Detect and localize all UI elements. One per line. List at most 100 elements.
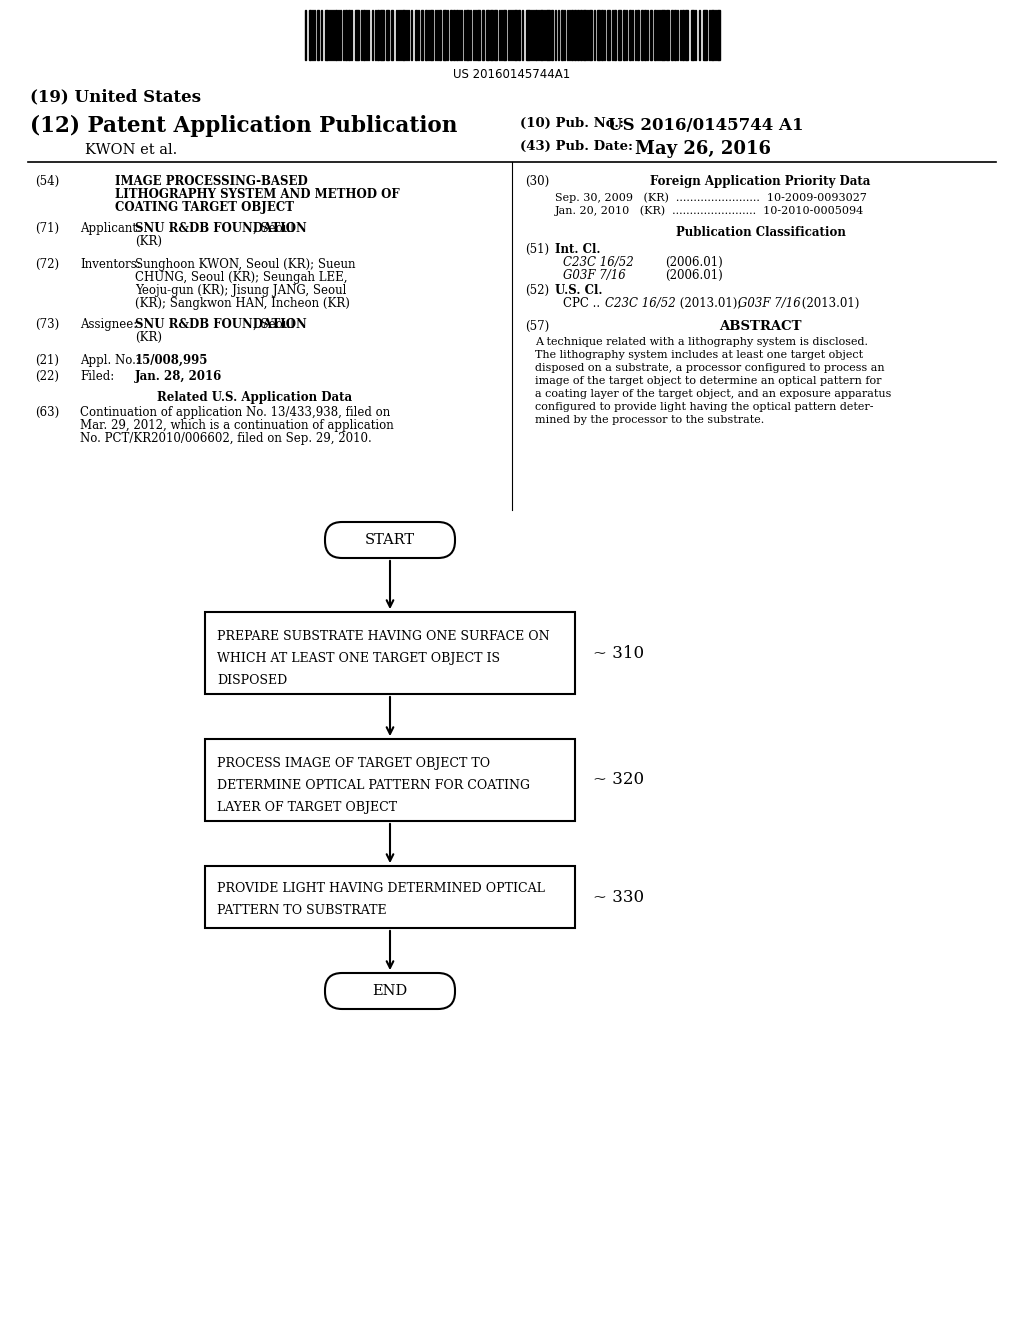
Text: (10) Pub. No.:: (10) Pub. No.:	[520, 117, 624, 129]
FancyBboxPatch shape	[325, 521, 455, 558]
Bar	[580, 11, 582, 59]
Text: Filed:: Filed:	[80, 370, 115, 383]
Text: (2006.01): (2006.01)	[665, 269, 723, 282]
Text: ~ 310: ~ 310	[593, 644, 644, 661]
Bar	[453, 11, 455, 59]
Text: Publication Classification: Publication Classification	[676, 226, 846, 239]
Bar	[577, 11, 579, 59]
Text: Jan. 20, 2010   (KR)  ........................  10-2010-0005094: Jan. 20, 2010 (KR) .....................…	[555, 205, 864, 215]
Bar	[685, 11, 688, 59]
Text: END: END	[373, 983, 408, 998]
Text: US 20160145744A1: US 20160145744A1	[454, 69, 570, 81]
Text: (63): (63)	[35, 407, 59, 418]
Bar	[691, 11, 694, 59]
Bar	[618, 11, 621, 59]
Text: ABSTRACT: ABSTRACT	[719, 319, 802, 333]
Bar	[205, 612, 575, 694]
Text: A technique related with a lithography system is disclosed.: A technique related with a lithography s…	[535, 337, 868, 347]
Text: COATING TARGET OBJECT: COATING TARGET OBJECT	[115, 201, 294, 214]
Bar	[386, 11, 389, 59]
Text: PREPARE SUBSTRATE HAVING ONE SURFACE ON: PREPARE SUBSTRATE HAVING ONE SURFACE ON	[217, 630, 550, 643]
Bar	[466, 11, 469, 59]
Bar	[490, 11, 493, 59]
Text: (51): (51)	[525, 243, 549, 256]
Bar	[637, 11, 639, 59]
Text: ~ 320: ~ 320	[593, 771, 644, 788]
Bar	[443, 11, 446, 59]
Bar	[644, 11, 646, 59]
Bar	[674, 11, 676, 59]
Bar	[535, 11, 537, 59]
Bar	[425, 11, 427, 59]
Bar	[205, 739, 575, 821]
Bar	[477, 11, 480, 59]
Bar	[380, 11, 384, 59]
Text: (2006.01): (2006.01)	[665, 256, 723, 269]
Text: DISPOSED: DISPOSED	[217, 675, 288, 686]
Text: configured to provide light having the optical pattern deter-: configured to provide light having the o…	[535, 403, 873, 412]
Text: SNU R&DB FOUNDATION: SNU R&DB FOUNDATION	[135, 318, 307, 331]
Text: Jan. 28, 2016: Jan. 28, 2016	[135, 370, 222, 383]
Bar	[514, 11, 517, 59]
Text: Related U.S. Application Data: Related U.S. Application Data	[158, 391, 352, 404]
Text: Sep. 30, 2009   (KR)  ........................  10-2009-0093027: Sep. 30, 2009 (KR) .....................…	[555, 191, 867, 202]
Bar	[421, 11, 423, 59]
Text: (21): (21)	[35, 354, 59, 367]
Bar	[355, 11, 359, 59]
Text: , Seoul: , Seoul	[253, 222, 294, 235]
Text: (KR): (KR)	[135, 331, 162, 345]
Bar	[309, 11, 311, 59]
Text: (22): (22)	[35, 370, 59, 383]
Text: Sunghoon KWON, Seoul (KR); Sueun: Sunghoon KWON, Seoul (KR); Sueun	[135, 257, 355, 271]
Text: Int. Cl.: Int. Cl.	[555, 243, 600, 256]
Bar	[561, 11, 563, 59]
Bar	[589, 11, 592, 59]
Text: G03F 7/16: G03F 7/16	[563, 269, 626, 282]
Bar	[362, 11, 365, 59]
Bar	[703, 11, 707, 59]
Bar	[391, 11, 393, 59]
Bar	[205, 866, 575, 928]
Text: DETERMINE OPTICAL PATTERN FOR COATING: DETERMINE OPTICAL PATTERN FOR COATING	[217, 779, 530, 792]
Bar	[607, 11, 610, 59]
Bar	[450, 11, 452, 59]
Text: Applicant:: Applicant:	[80, 222, 141, 235]
Bar	[597, 11, 600, 59]
Text: The lithography system includes at least one target object: The lithography system includes at least…	[535, 350, 863, 360]
Bar	[325, 11, 328, 59]
Text: (54): (54)	[35, 176, 59, 187]
Bar	[662, 11, 665, 59]
Text: , Seoul: , Seoul	[253, 318, 294, 331]
Text: ~ 330: ~ 330	[593, 888, 644, 906]
Text: IMAGE PROCESSING-BASED: IMAGE PROCESSING-BASED	[115, 176, 308, 187]
Bar	[614, 11, 616, 59]
Text: Continuation of application No. 13/433,938, filed on: Continuation of application No. 13/433,9…	[80, 407, 390, 418]
Bar	[623, 11, 625, 59]
Text: No. PCT/KR2010/006602, filed on Sep. 29, 2010.: No. PCT/KR2010/006602, filed on Sep. 29,…	[80, 432, 372, 445]
Bar	[518, 11, 520, 59]
Bar	[571, 11, 573, 59]
Text: SNU R&DB FOUNDATION: SNU R&DB FOUNDATION	[135, 222, 307, 235]
Bar	[456, 11, 458, 59]
Text: Foreign Application Priority Data: Foreign Application Priority Data	[650, 176, 870, 187]
Bar	[335, 11, 337, 59]
Text: Inventors:: Inventors:	[80, 257, 140, 271]
FancyBboxPatch shape	[325, 973, 455, 1008]
Text: PATTERN TO SUBSTRATE: PATTERN TO SUBSTRATE	[217, 904, 387, 917]
Text: (2013.01);: (2013.01);	[676, 297, 745, 310]
Text: (19) United States: (19) United States	[30, 88, 201, 106]
Bar	[402, 11, 406, 59]
Text: PROCESS IMAGE OF TARGET OBJECT TO: PROCESS IMAGE OF TARGET OBJECT TO	[217, 756, 490, 770]
Text: CPC ..: CPC ..	[563, 297, 604, 310]
Text: Assignee:: Assignee:	[80, 318, 137, 331]
Text: mined by the processor to the substrate.: mined by the processor to the substrate.	[535, 414, 764, 425]
Bar	[345, 11, 347, 59]
Text: LAYER OF TARGET OBJECT: LAYER OF TARGET OBJECT	[217, 801, 397, 814]
Bar	[671, 11, 673, 59]
Bar	[601, 11, 603, 59]
Bar	[503, 11, 506, 59]
Bar	[377, 11, 379, 59]
Text: C23C 16/52: C23C 16/52	[563, 256, 634, 269]
Text: PROVIDE LIGHT HAVING DETERMINED OPTICAL: PROVIDE LIGHT HAVING DETERMINED OPTICAL	[217, 882, 545, 895]
Text: START: START	[365, 533, 415, 546]
